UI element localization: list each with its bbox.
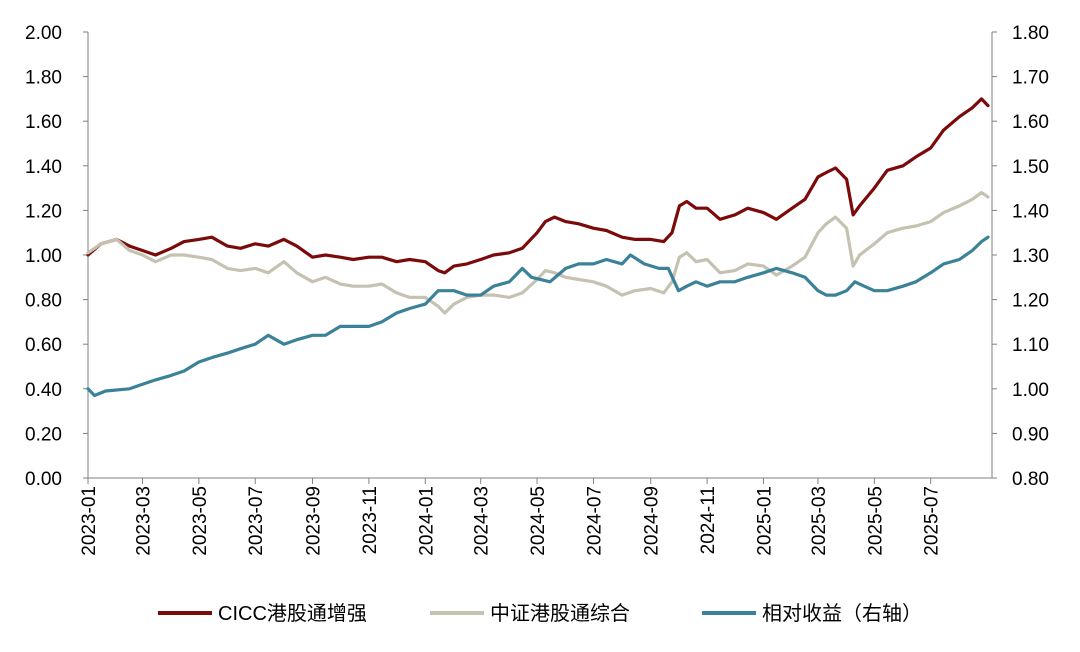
x-tick-label: 2024-01 [416,486,437,556]
right-tick-label: 1.40 [1012,201,1049,222]
right-tick-label: 1.70 [1012,68,1049,89]
left-tick-label: 1.00 [25,246,62,267]
axes-layer: 0.00 0.20 0.40 0.60 0.80 1.00 1.20 1.40 1.60 1.80… [25,23,1049,556]
right-tick-label: 1.20 [1012,291,1049,312]
right-tick-label: 1.60 [1012,112,1049,133]
left-tick-label: 1.40 [25,157,62,178]
x-tick-label: 2023-05 [190,486,211,556]
x-tick-label: 2025-05 [865,486,886,556]
left-tick-label: 1.60 [25,112,62,133]
left-tick-label: 1.80 [25,68,62,89]
left-tick-label: 0.80 [25,291,62,312]
left-tick-label: 0.60 [25,335,62,356]
legend-label-2: 中证港股通综合 [490,602,630,625]
x-tick-label: 2023-09 [304,486,325,556]
right-tick-label: 1.10 [1012,335,1049,356]
x-tick-label: 2023-07 [246,486,267,556]
right-tick-label: 0.90 [1012,424,1049,445]
legend: CICC港股通增强 中证港股通综合 相对收益（右轴） [158,602,922,625]
left-tick-label: 0.20 [25,424,62,445]
left-tick-label: 0.40 [25,380,62,401]
x-tick-label: 2024-05 [528,486,549,556]
x-tick-label: 2023-01 [79,486,100,556]
right-tick-label: 0.80 [1012,469,1049,490]
x-tick-label: 2025-01 [754,486,775,556]
left-tick-label: 2.00 [25,23,62,44]
legend-label-1: CICC港股通增强 [218,602,367,625]
x-tick-label: 2024-11 [698,486,719,554]
x-tick-label: 2023-03 [134,486,155,556]
x-tick-label: 2025-07 [922,486,943,556]
series-line-3 [86,235,990,398]
x-tick-label: 2024-03 [472,486,493,556]
legend-label-3: 相对收益（右轴） [762,602,922,625]
left-tick-label: 0.00 [25,469,62,490]
x-tick-label: 2025-03 [809,486,830,556]
x-tick-label: 2024-07 [584,486,605,556]
right-tick-label: 1.50 [1012,157,1049,178]
x-tick-label: 2023-11 [360,486,381,554]
series-layer [86,97,990,398]
right-tick-label: 1.30 [1012,246,1049,267]
left-tick-label: 1.20 [25,201,62,222]
x-tick-label: 2024-09 [642,486,663,556]
right-tick-label: 1.80 [1012,23,1049,44]
series-line-1 [86,97,990,275]
right-tick-label: 1.00 [1012,380,1049,401]
